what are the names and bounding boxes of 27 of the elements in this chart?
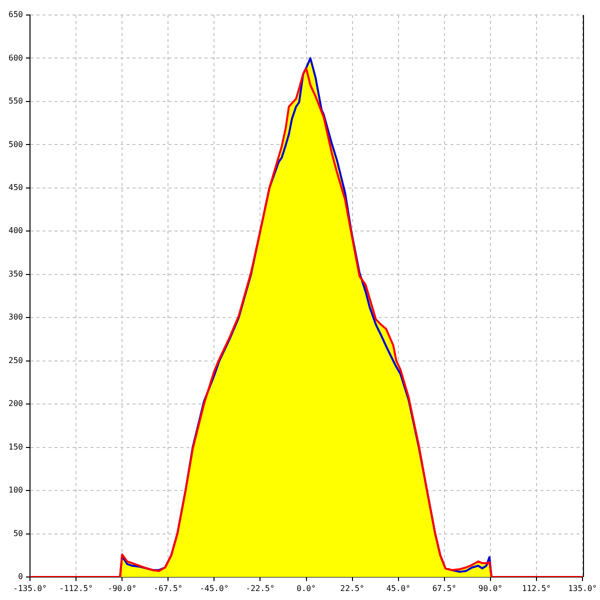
- y-tick-label: 50: [13, 528, 24, 538]
- y-tick-label: 350: [8, 269, 24, 278]
- x-tick-label: 67.5°: [432, 584, 456, 593]
- x-tick-label: 90.0°: [478, 584, 503, 593]
- x-tick-label: -22.5°: [246, 584, 275, 593]
- y-tick-label: 100: [8, 486, 24, 495]
- y-tick-label: 450: [8, 183, 24, 192]
- y-tick-label: 300: [8, 312, 24, 322]
- y-tick-label: 500: [8, 140, 24, 149]
- x-tick-label: 45.0°: [386, 584, 410, 593]
- x-tick-label: -112.5°: [59, 584, 93, 593]
- y-tick-label: 600: [8, 53, 24, 62]
- x-tick-label: 135.0°: [568, 584, 598, 593]
- y-tick-label: 400: [8, 226, 24, 236]
- x-tick-label: 22.5°: [340, 584, 364, 593]
- x-tick-label: -135.0°: [13, 584, 47, 593]
- y-tick-label: 550: [8, 96, 24, 106]
- y-tick-label: 650: [8, 10, 24, 20]
- y-tick-label: 150: [8, 442, 24, 452]
- x-tick-label: -67.5°: [154, 584, 183, 593]
- x-tick-label: -45.0°: [200, 584, 229, 593]
- x-tick-label: -90.0°: [108, 584, 137, 593]
- x-tick-label: 0.0°: [296, 584, 316, 593]
- x-tick-label: 112.5°: [522, 584, 551, 593]
- y-tick-label: 250: [8, 356, 24, 365]
- y-tick-label: 200: [8, 399, 24, 408]
- y-tick-label: 0: [18, 572, 24, 582]
